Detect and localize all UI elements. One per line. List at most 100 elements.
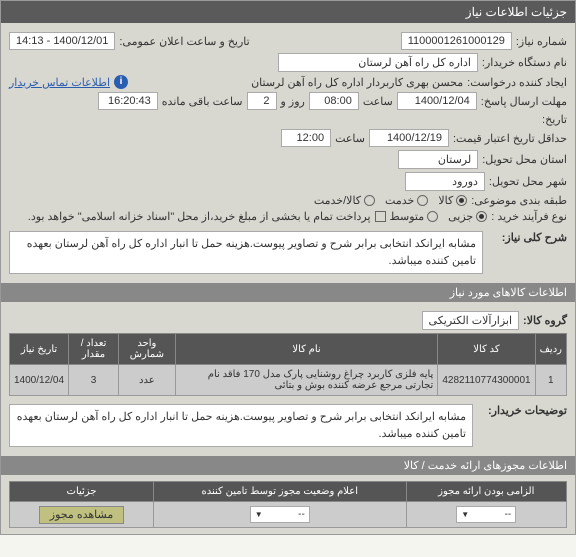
- row-requester: ایجاد کننده درخواست: محسن بهری کاربردار …: [9, 75, 567, 89]
- mandatory-select[interactable]: -- ▼: [456, 506, 516, 523]
- min-credit-date: 1400/12/19: [369, 129, 449, 147]
- permits-details-cell: مشاهده مجوز: [10, 502, 154, 528]
- radio-medium-circle: [427, 211, 438, 222]
- panel-title: جزئیات اطلاعات نیاز: [1, 1, 575, 23]
- status-select[interactable]: -- ▼: [250, 506, 310, 523]
- th-details: جزئیات: [10, 482, 154, 502]
- announce-label: تاریخ و ساعت اعلان عمومی:: [119, 35, 249, 48]
- deadline-label: مهلت ارسال پاسخ:: [481, 95, 567, 108]
- view-permit-button[interactable]: مشاهده مجوز: [39, 506, 124, 524]
- td-2: پایه فلزی کاربرد چراغ روشنایی پارک مدل 1…: [175, 365, 438, 396]
- history-label: تاریخ:: [542, 113, 567, 126]
- deadline-date: 1400/12/04: [397, 92, 477, 110]
- form-area: شماره نیاز: 1100001261000129 تاریخ و ساع…: [1, 23, 575, 283]
- day-value: 2: [247, 92, 277, 110]
- th-5: تاریخ نیاز: [10, 334, 69, 365]
- chevron-down-icon: ▼: [461, 510, 469, 519]
- th-status: اعلام وضعیت مجوز توسط تامین کننده: [154, 482, 406, 502]
- need-number-label: شماره نیاز:: [516, 35, 567, 48]
- radio-partial-circle: [476, 211, 487, 222]
- row-buyer-notes: توضیحات خریدار: مشابه ایرانکد انتخابی بر…: [9, 404, 567, 447]
- remaining-label: ساعت باقی مانده: [162, 95, 243, 108]
- city-label: شهر محل تحویل:: [489, 175, 567, 188]
- radio-goods-label: کالا: [438, 194, 453, 207]
- td-1: 4282110774300001: [438, 365, 535, 396]
- th-3: واحد شمارش: [118, 334, 175, 365]
- row-deadline: مهلت ارسال پاسخ: 1400/12/04 ساعت 08:00 ر…: [9, 92, 567, 110]
- day-label: روز و: [281, 95, 305, 108]
- permits-status-cell: -- ▼: [154, 502, 406, 528]
- radio-partial-label: جزیی: [448, 210, 473, 223]
- radio-goods-service[interactable]: کالا/خدمت: [314, 194, 375, 207]
- payment-checkbox[interactable]: [375, 211, 386, 222]
- contact-link[interactable]: اطلاعات تماس خریدار: [9, 76, 110, 89]
- row-purchase-type: نوع فرآیند خرید : جزیی متوسط پرداخت تمام…: [9, 210, 567, 223]
- category-radios: کالا خدمت کالا/خدمت: [314, 194, 467, 207]
- min-credit-label: حداقل تاریخ اعتبار قیمت:: [453, 132, 567, 145]
- info-icon: i: [114, 75, 128, 89]
- permits-header-row: الزامی بودن ارائه مجوز اعلام وضعیت مجوز …: [10, 482, 567, 502]
- table-row: 1 4282110774300001 پایه فلزی کاربرد چراغ…: [10, 365, 567, 396]
- mandatory-select-value: --: [505, 509, 512, 520]
- th-4: تعداد / مقدار: [69, 334, 119, 365]
- th-2: نام کالا: [175, 334, 438, 365]
- radio-medium-label: متوسط: [390, 210, 425, 223]
- province-label: استان محل تحویل:: [482, 153, 567, 166]
- purchase-type-label: نوع فرآیند خرید :: [491, 210, 567, 223]
- buyer-notes-label: توضیحات خریدار:: [477, 404, 567, 417]
- general-desc-label: شرح کلی نیاز:: [487, 231, 567, 244]
- radio-service-circle: [417, 195, 428, 206]
- min-credit-hour: 12:00: [281, 129, 331, 147]
- permits-mandatory-cell: -- ▼: [406, 502, 567, 528]
- permits-area: الزامی بودن ارائه مجوز اعلام وضعیت مجوز …: [1, 475, 575, 534]
- hour-label-1: ساعت: [363, 95, 393, 108]
- radio-gs-circle: [364, 195, 375, 206]
- row-min-credit: حداقل تاریخ اعتبار قیمت: 1400/12/19 ساعت…: [9, 129, 567, 147]
- goods-area: گروه کالا: ابزارآلات الکتریکی ردیف کد کا…: [1, 302, 575, 456]
- buyer-value: اداره کل راه آهن لرستان: [278, 53, 478, 72]
- goods-section-header: اطلاعات کالاهای مورد نیاز: [1, 283, 575, 302]
- goods-group-label: گروه کالا:: [523, 314, 567, 327]
- radio-goods-circle: [456, 195, 467, 206]
- th-1: کد کالا: [438, 334, 535, 365]
- payment-note: پرداخت تمام یا بخشی از مبلغ خرید،از محل …: [28, 210, 371, 223]
- purchase-radios: جزیی متوسط: [390, 210, 488, 223]
- td-4: 3: [69, 365, 119, 396]
- td-0: 1: [535, 365, 566, 396]
- deadline-hour: 08:00: [309, 92, 359, 110]
- radio-partial[interactable]: جزیی: [448, 210, 487, 223]
- goods-group-value: ابزارآلات الکتریکی: [422, 311, 519, 330]
- td-3: عدد: [118, 365, 175, 396]
- permits-row: -- ▼ -- ▼ مشاهده مجوز: [10, 502, 567, 528]
- row-city: شهر محل تحویل: دورود: [9, 172, 567, 191]
- th-0: ردیف: [535, 334, 566, 365]
- row-history: تاریخ:: [9, 113, 567, 126]
- announce-value: 1400/12/01 - 14:13: [9, 32, 115, 50]
- need-number-value: 1100001261000129: [401, 32, 512, 50]
- main-panel: جزئیات اطلاعات نیاز شماره نیاز: 11000012…: [0, 0, 576, 535]
- row-need-number: شماره نیاز: 1100001261000129 تاریخ و ساع…: [9, 32, 567, 50]
- buyer-label: نام دستگاه خریدار:: [482, 56, 567, 69]
- requester-value: محسن بهری کاربردار اداره کل راه آهن لرست…: [251, 76, 463, 89]
- th-mandatory: الزامی بودن ارائه مجوز: [406, 482, 567, 502]
- table-header-row: ردیف کد کالا نام کالا واحد شمارش تعداد /…: [10, 334, 567, 365]
- td-5: 1400/12/04: [10, 365, 69, 396]
- requester-label: ایجاد کننده درخواست:: [467, 76, 567, 89]
- radio-service-label: خدمت: [385, 194, 414, 207]
- row-category: طبقه بندی موضوعی: کالا خدمت کالا/خدمت: [9, 194, 567, 207]
- chevron-down-icon-2: ▼: [255, 510, 263, 519]
- permits-table: الزامی بودن ارائه مجوز اعلام وضعیت مجوز …: [9, 481, 567, 528]
- radio-goods[interactable]: کالا: [438, 194, 467, 207]
- row-province: استان محل تحویل: لرستان: [9, 150, 567, 169]
- radio-service[interactable]: خدمت: [385, 194, 428, 207]
- radio-gs-label: کالا/خدمت: [314, 194, 361, 207]
- status-select-value: --: [298, 509, 305, 520]
- buyer-notes-text: مشابه ایرانکد انتخابی برابر شرح و تصاویر…: [9, 404, 473, 447]
- hour-label-2: ساعت: [335, 132, 365, 145]
- remaining-value: 16:20:43: [98, 92, 158, 110]
- permits-section-header: اطلاعات مجوزهای ارائه خدمت / کالا: [1, 456, 575, 475]
- row-buyer: نام دستگاه خریدار: اداره کل راه آهن لرست…: [9, 53, 567, 72]
- general-desc-text: مشابه ایرانکد انتخابی برابر شرح و تصاویر…: [9, 231, 483, 274]
- category-label: طبقه بندی موضوعی:: [471, 194, 567, 207]
- radio-medium[interactable]: متوسط: [390, 210, 439, 223]
